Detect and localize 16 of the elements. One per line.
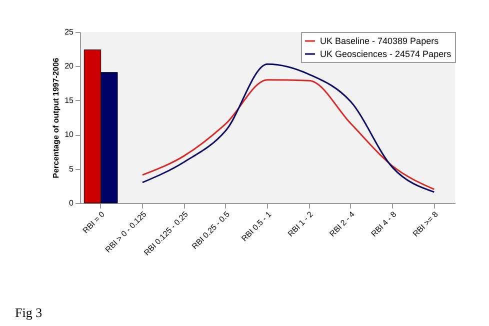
x-tick-label: RBI 4 - 8 xyxy=(369,209,399,238)
y-tick-label: 0 xyxy=(69,198,74,208)
x-tick-label: RBI >= 8 xyxy=(411,209,440,238)
legend-label: UK Baseline - 740389 Papers xyxy=(320,36,440,46)
x-tick-label: RBI 0.5 - 1 xyxy=(240,209,274,244)
y-tick-label: 25 xyxy=(64,28,74,36)
caption: Fig 3 xyxy=(15,305,42,320)
x-tick-label: RBI 2 - 4 xyxy=(328,209,357,238)
y-tick-label: 15 xyxy=(64,96,74,105)
x-tick-label: RBI 1 - 2 xyxy=(286,209,316,238)
y-tick-label: 20 xyxy=(64,62,74,71)
y-tick-label: 10 xyxy=(64,130,74,140)
y-tick-label: 5 xyxy=(69,164,74,174)
legend-label: UK Geosciences - 24574 Papers xyxy=(320,49,452,59)
y-axis-title: Percentage of output 1997-2006 xyxy=(52,57,61,178)
x-tick-label: RBI = 0 xyxy=(81,209,107,236)
